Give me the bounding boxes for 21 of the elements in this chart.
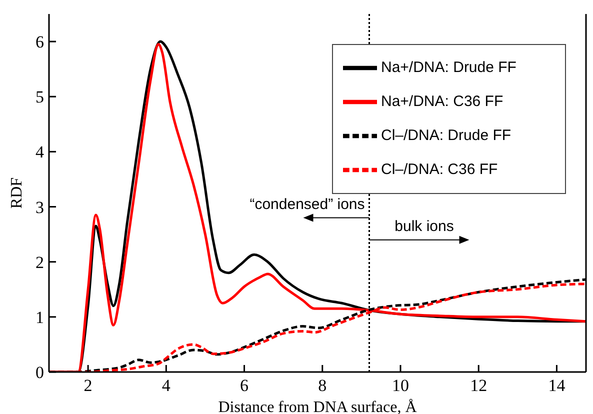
- y-tick-label: 5: [36, 88, 44, 107]
- x-tick-label: 4: [162, 376, 171, 396]
- y-tick-label: 0: [36, 363, 44, 382]
- legend-label: Cl–/DNA: C36 FF: [381, 160, 498, 178]
- legend-label: Cl–/DNA: Drude FF: [381, 126, 512, 144]
- x-tick-label: 2: [84, 376, 92, 396]
- legend-label: Na+/DNA: Drude FF: [381, 58, 516, 76]
- y-tick-label: 3: [36, 198, 44, 217]
- y-axis-title: RDF: [8, 177, 26, 209]
- y-tick-label: 2: [36, 252, 44, 272]
- x-tick-label: 6: [240, 376, 249, 396]
- y-tick-label: 4: [36, 142, 44, 162]
- y-tick-label: 6: [36, 32, 44, 52]
- y-tick-label: 1: [36, 308, 44, 327]
- x-tick-label: 10: [392, 376, 409, 396]
- x-tick-label: 14: [548, 376, 566, 396]
- legend-label: Na+/DNA: C36 FF: [381, 92, 504, 110]
- x-tick-label: 12: [470, 376, 488, 396]
- annotation: “condensed” ions: [250, 196, 365, 213]
- x-tick-label: 8: [318, 376, 327, 396]
- annotation: bulk ions: [394, 218, 454, 235]
